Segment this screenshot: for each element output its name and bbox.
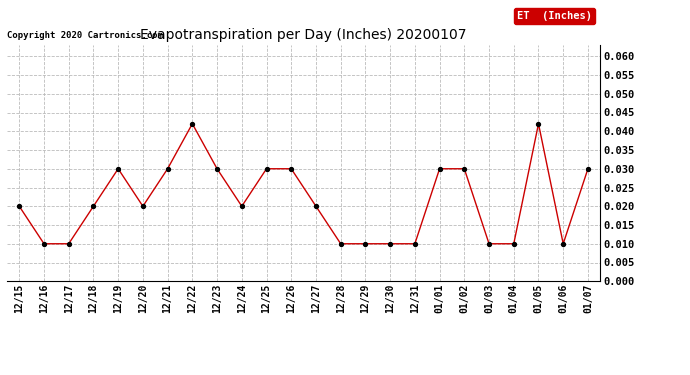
- Point: [187, 121, 198, 127]
- Point: [88, 203, 99, 209]
- Point: [112, 166, 124, 172]
- Title: Evapotranspiration per Day (Inches) 20200107: Evapotranspiration per Day (Inches) 2020…: [140, 28, 467, 42]
- Point: [434, 166, 445, 172]
- Point: [384, 241, 395, 247]
- Point: [558, 241, 569, 247]
- Point: [509, 241, 520, 247]
- Point: [484, 241, 495, 247]
- Text: Copyright 2020 Cartronics.com: Copyright 2020 Cartronics.com: [7, 30, 163, 39]
- Point: [14, 203, 25, 209]
- Point: [162, 166, 173, 172]
- Legend: ET  (Inches): ET (Inches): [514, 8, 595, 24]
- Point: [582, 166, 593, 172]
- Point: [360, 241, 371, 247]
- Point: [261, 166, 272, 172]
- Point: [212, 166, 223, 172]
- Point: [137, 203, 148, 209]
- Point: [533, 121, 544, 127]
- Point: [39, 241, 50, 247]
- Point: [409, 241, 420, 247]
- Point: [459, 166, 470, 172]
- Point: [310, 203, 322, 209]
- Point: [236, 203, 247, 209]
- Point: [286, 166, 297, 172]
- Point: [335, 241, 346, 247]
- Point: [63, 241, 75, 247]
